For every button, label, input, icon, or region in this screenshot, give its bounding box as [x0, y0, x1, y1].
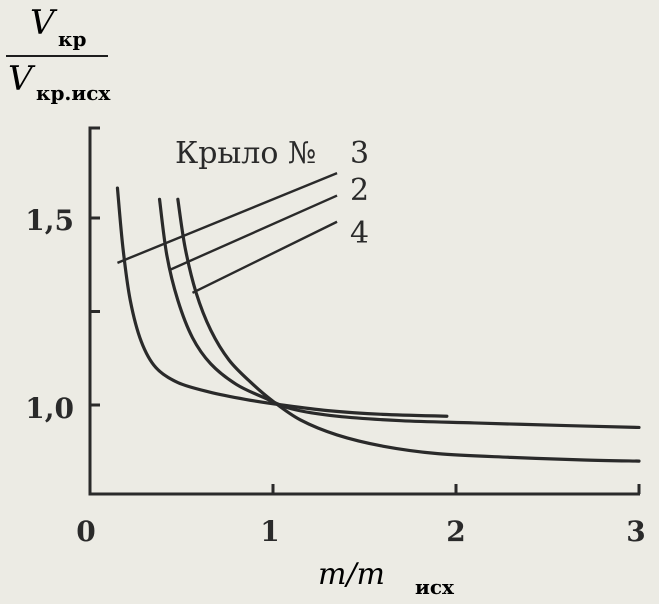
x-tick-0: 0 — [76, 515, 95, 548]
curves — [115, 186, 641, 463]
y-tick-1-0: 1,0 — [25, 392, 74, 425]
leader-lines — [116, 172, 338, 294]
wing-label-4: 4 — [350, 216, 369, 251]
leader-line-wing-4 — [191, 220, 338, 294]
leader-line-wing-2 — [168, 194, 338, 272]
x-tick-2: 2 — [446, 515, 465, 548]
y-tick-1-5: 1,5 — [25, 204, 74, 237]
x-tick-3: 3 — [626, 515, 645, 548]
x-label-main: m/m — [318, 557, 385, 592]
legend-title: Крыло № — [175, 136, 316, 171]
y-label-numerator: V — [30, 3, 58, 43]
wing-label-2: 2 — [350, 173, 369, 208]
y-label-numerator-sub: кр — [58, 27, 86, 51]
curve-wing-4 — [176, 197, 641, 463]
ticks — [88, 216, 641, 494]
curve-wing-2 — [157, 197, 641, 430]
x-tick-1: 1 — [260, 515, 279, 548]
leader-line-wing-3 — [116, 172, 338, 264]
x-label-sub: исх — [415, 575, 455, 599]
x-axis-label: m/m исх — [318, 557, 455, 599]
wing-label-3: 3 — [350, 136, 369, 171]
y-label-denominator-sub: кр.исх — [36, 81, 111, 105]
y-label-denominator: V — [8, 59, 36, 99]
curve-wing-3 — [115, 186, 449, 418]
y-axis-label: V кр V кр.исх — [6, 3, 111, 105]
